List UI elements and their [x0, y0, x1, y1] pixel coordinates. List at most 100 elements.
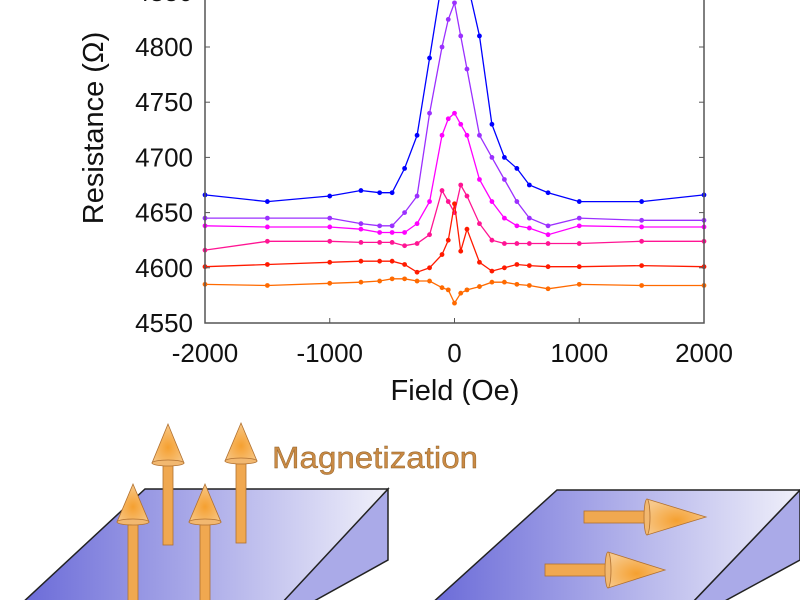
data-point — [427, 278, 432, 284]
y-tick-label: 4550 — [135, 308, 193, 338]
data-point — [264, 238, 270, 244]
data-point — [477, 33, 482, 39]
data-point — [639, 224, 645, 230]
data-point — [358, 221, 364, 227]
data-point — [439, 132, 445, 138]
data-point — [389, 258, 395, 264]
data-point — [439, 252, 445, 257]
data-point — [576, 199, 582, 204]
data-point — [427, 55, 432, 61]
data-point — [545, 286, 551, 292]
data-point — [414, 193, 420, 199]
data-point — [389, 230, 395, 235]
data-point — [389, 190, 395, 196]
data-point — [464, 193, 470, 199]
data-point — [526, 225, 532, 231]
data-point — [452, 201, 457, 207]
data-point — [427, 265, 432, 271]
data-point — [464, 66, 470, 72]
y-axis-label: Resistance (Ω) — [78, 32, 110, 225]
data-point — [576, 281, 582, 287]
data-point — [576, 223, 582, 229]
data-point — [358, 258, 364, 264]
plot-frame — [204, 0, 705, 324]
data-point — [477, 177, 482, 182]
series-3 — [202, 182, 707, 253]
data-point — [514, 241, 520, 246]
data-point — [545, 190, 551, 196]
magnetization-arrow-up — [116, 482, 150, 600]
data-point — [327, 215, 333, 221]
data-point — [502, 215, 507, 221]
series-line — [204, 112, 704, 236]
data-point — [414, 132, 420, 138]
magnetization-arrow-right — [583, 498, 708, 536]
data-point — [545, 232, 551, 238]
data-point — [489, 155, 495, 160]
data-point — [377, 258, 383, 264]
magnetization-label: Magnetization — [272, 440, 478, 475]
data-point — [477, 259, 482, 265]
data-point — [427, 199, 432, 204]
data-point — [514, 166, 520, 171]
series-line — [204, 0, 705, 203]
data-point — [414, 278, 420, 284]
data-point — [377, 190, 383, 196]
data-point — [464, 226, 470, 232]
data-point — [526, 215, 532, 221]
series-0 — [202, 0, 707, 204]
data-point — [639, 263, 645, 268]
data-point — [414, 269, 420, 275]
data-point — [327, 193, 333, 199]
in-plane-slab — [434, 488, 800, 600]
data-point — [439, 188, 445, 193]
data-point — [458, 248, 464, 254]
data-point — [264, 199, 270, 204]
data-point — [526, 283, 532, 288]
data-point — [458, 182, 464, 188]
y-tick-label: 4750 — [135, 87, 193, 117]
data-point — [327, 280, 333, 286]
data-point — [402, 210, 407, 216]
data-point — [639, 217, 645, 223]
series-5 — [202, 276, 707, 306]
data-point — [576, 264, 582, 270]
magnetization-diagram: Magnetization — [24, 421, 800, 600]
data-point — [514, 223, 520, 229]
data-point — [514, 281, 520, 287]
data-point — [445, 116, 451, 122]
data-point — [452, 0, 457, 6]
data-point — [377, 278, 383, 284]
data-point — [377, 223, 383, 229]
data-point — [439, 44, 445, 50]
data-point — [414, 241, 420, 246]
magnetization-arrow-up — [188, 482, 222, 600]
magnetization-arrows — [116, 421, 708, 600]
data-point — [402, 230, 407, 235]
data-point — [639, 199, 645, 204]
data-point — [389, 223, 395, 229]
data-point — [526, 263, 532, 268]
data-point — [576, 215, 582, 221]
data-point — [639, 238, 645, 244]
data-point — [477, 221, 482, 227]
data-point — [545, 223, 551, 229]
data-point — [389, 276, 395, 282]
data-point — [402, 243, 407, 249]
data-point — [464, 132, 470, 138]
y-tick-label: 4650 — [135, 198, 193, 228]
magnetization-arrow-right — [544, 551, 667, 589]
x-tick-label: 1000 — [550, 338, 608, 368]
resistance-vs-field-chart: -2000 -1000 0 1000 2000 4550 4600 4650 4700 4750 4… — [78, 0, 733, 405]
data-point — [545, 241, 551, 246]
data-point — [402, 262, 407, 267]
data-point — [464, 287, 470, 293]
data-point — [327, 259, 333, 265]
y-tick-label: 4600 — [135, 253, 193, 283]
data-point — [358, 240, 364, 245]
data-point — [458, 121, 464, 127]
data-point — [545, 264, 551, 270]
series-layer — [202, 0, 707, 306]
data-point — [358, 226, 364, 232]
data-point — [502, 265, 507, 271]
